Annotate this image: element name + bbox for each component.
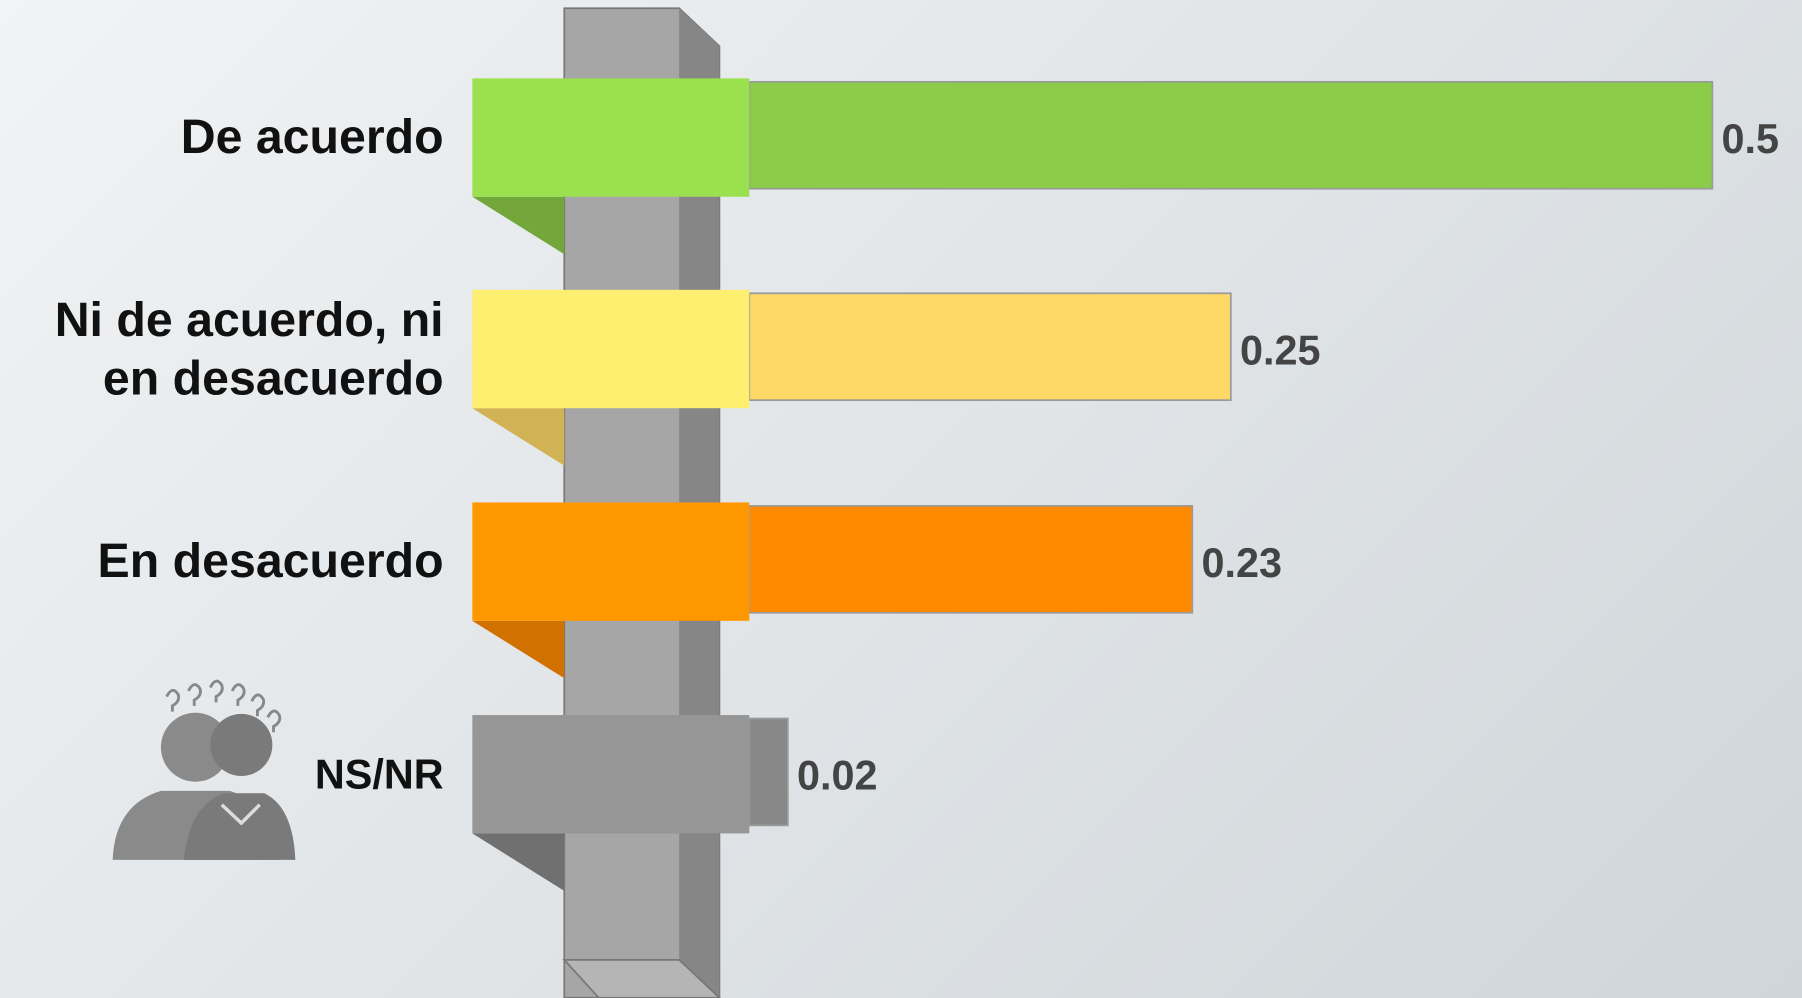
flag — [472, 715, 750, 834]
flag-fold — [472, 196, 565, 255]
category-label-box: NS/NR — [314, 750, 444, 798]
category-label: Ni de acuerdo, ni en desacuerdo — [54, 292, 444, 405]
value-label: 0.02 — [797, 753, 878, 799]
doubt-icon — [112, 679, 296, 860]
category-label: NS/NR — [314, 750, 444, 798]
category-label-box: En desacuerdo — [97, 533, 444, 588]
value-label: 0.23 — [1202, 540, 1283, 586]
flag-fold — [472, 620, 565, 679]
value-label: 0.25 — [1240, 328, 1321, 374]
category-label-box: De acuerdo — [180, 109, 444, 164]
bar — [748, 80, 1714, 190]
bar — [748, 505, 1194, 614]
bar — [748, 292, 1232, 402]
flag-fold — [472, 833, 565, 891]
value-label: 0.5 — [1722, 116, 1780, 162]
flag — [472, 502, 750, 621]
flag — [472, 289, 750, 409]
flag-fold — [472, 408, 565, 466]
category-label: En desacuerdo — [97, 533, 444, 588]
category-label: De acuerdo — [180, 109, 444, 164]
flag — [472, 78, 750, 197]
bar — [748, 717, 789, 827]
category-label-box: Ni de acuerdo, ni en desacuerdo — [54, 292, 444, 405]
